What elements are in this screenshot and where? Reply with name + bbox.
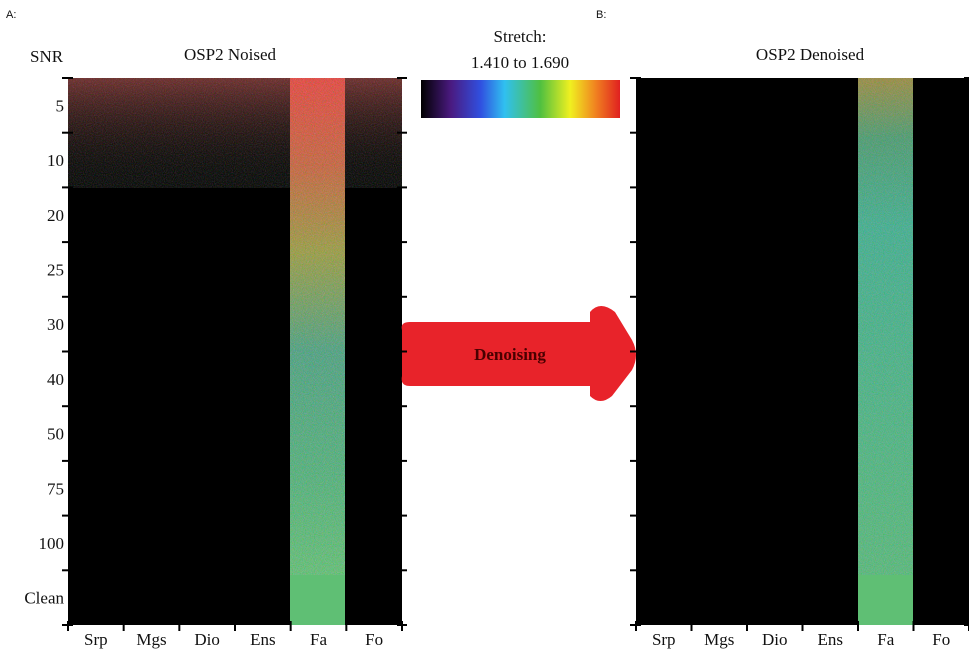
noise-texture: [68, 78, 402, 188]
column-label: Ens: [250, 630, 276, 649]
y-label: SNR: [30, 47, 64, 66]
image-panel: [636, 78, 969, 625]
fa-clean: [858, 575, 913, 625]
row-label: Clean: [24, 589, 64, 608]
column-label: Dio: [762, 630, 788, 649]
column-label: Fo: [365, 630, 383, 649]
column-label: Mgs: [704, 630, 734, 649]
arrow: [401, 306, 636, 401]
panel-title: OSP2 Noised: [184, 45, 277, 64]
row-label: 30: [47, 315, 64, 334]
column-label: Srp: [84, 630, 108, 649]
column-label: Ens: [818, 630, 844, 649]
column-label: Fa: [877, 630, 894, 649]
fa-clean: [290, 575, 345, 625]
fa-noise: [858, 78, 913, 575]
column-label: Mgs: [136, 630, 166, 649]
fa-noise: [290, 78, 345, 575]
colorbar-range: 1.410 to 1.690: [471, 53, 569, 72]
panel-label: A:: [6, 9, 16, 21]
row-label: 75: [47, 479, 64, 498]
row-label: 50: [47, 425, 64, 444]
panel-label: B:: [596, 9, 606, 21]
colorbar-title: Stretch:: [494, 27, 547, 46]
arrow-label: Denoising: [474, 345, 546, 364]
row-label: 10: [47, 151, 64, 170]
row-label: 40: [47, 370, 64, 389]
row-label: 25: [47, 260, 64, 279]
column-label: Srp: [652, 630, 676, 649]
row-label: 20: [47, 206, 64, 225]
column-label: Dio: [194, 630, 220, 649]
panel-title: OSP2 Denoised: [756, 45, 865, 64]
column-label: Fo: [932, 630, 950, 649]
row-label: 5: [56, 96, 65, 115]
colorbar: [421, 80, 620, 118]
row-label: 100: [39, 534, 65, 553]
column-label: Fa: [310, 630, 327, 649]
